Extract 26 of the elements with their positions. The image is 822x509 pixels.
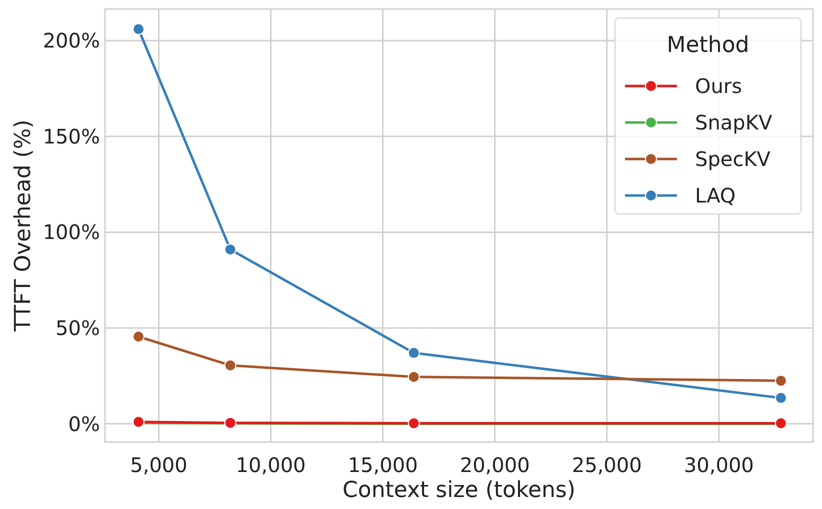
point (224, 359, 236, 372)
y-tick-label: 150% (42, 124, 100, 148)
point (774, 392, 787, 404)
legend-label: SnapKV (695, 110, 772, 134)
x-axis-title: Context size (tokens) (342, 478, 576, 503)
x-tick-label: 5,000 (130, 453, 188, 477)
point (408, 346, 420, 359)
point (132, 23, 145, 36)
y-tick-label: 50% (56, 316, 100, 340)
point (132, 330, 145, 343)
point (224, 243, 236, 256)
point (408, 370, 420, 383)
legend-title: Method (666, 33, 750, 58)
x-tick-label: 25,000 (572, 453, 642, 477)
legend-label: SpecKV (695, 147, 771, 171)
y-tick-label: 0% (68, 412, 100, 436)
y-tick-label: 200% (42, 28, 100, 53)
legend-label: LAQ (695, 184, 736, 208)
x-tick-label: 10,000 (236, 453, 306, 477)
y-axis-title: TTFT Overhead (%) (11, 120, 36, 332)
y-tick-label: 100% (42, 220, 100, 244)
point (774, 374, 787, 387)
x-tick-label: 15,000 (348, 453, 418, 477)
x-tick-label: 30,000 (684, 453, 754, 477)
x-tick-label: 20,000 (460, 453, 530, 477)
legend-label: Ours (695, 74, 742, 98)
